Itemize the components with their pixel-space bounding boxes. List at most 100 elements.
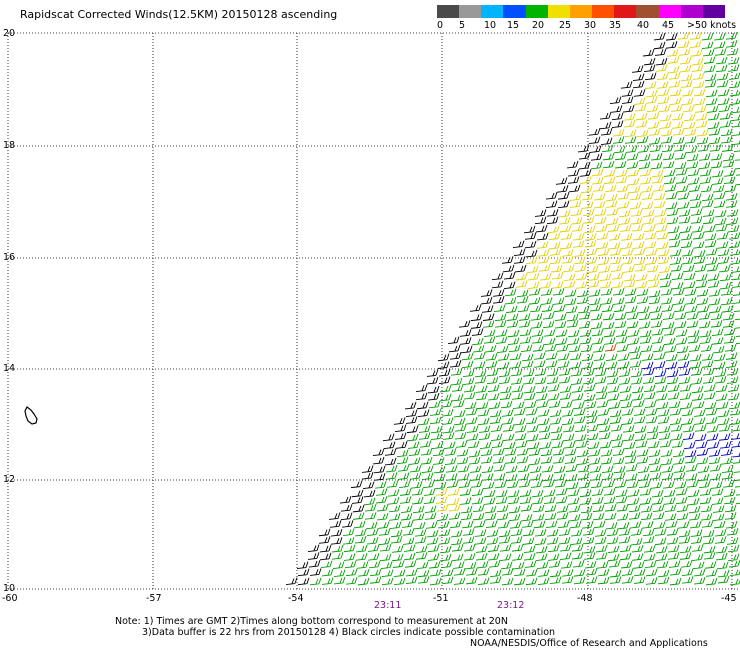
wind-barb [598, 265, 611, 273]
wind-barb [455, 440, 468, 448]
wind-barb [450, 537, 463, 546]
wind-barb [602, 160, 615, 169]
wind-barb [633, 576, 646, 584]
wind-barb [730, 106, 740, 114]
wind-barb [692, 241, 705, 249]
wind-barb [570, 208, 583, 216]
wind-barb [541, 464, 554, 473]
wind-barb [626, 312, 639, 320]
wind-barb [428, 560, 441, 569]
wind-barb [597, 248, 610, 256]
wind-barb [394, 432, 407, 440]
wind-barb [619, 552, 632, 561]
wind-barb [423, 496, 436, 504]
wind-barb [567, 329, 580, 338]
wind-barb [575, 440, 588, 449]
wind-barb [639, 329, 652, 338]
wind-barb [494, 480, 507, 489]
wind-barb [590, 312, 603, 321]
wind-barb [569, 193, 582, 201]
wind-barb [656, 401, 669, 410]
wind-barb [679, 56, 692, 65]
wind-barb [618, 535, 631, 544]
wind-barb [714, 369, 727, 378]
wind-barb [567, 497, 580, 505]
wind-barb [690, 48, 703, 57]
wind-barb [673, 471, 686, 480]
wind-barb [487, 384, 500, 392]
wind-barb [705, 569, 718, 577]
wind-barb [725, 32, 738, 40]
wind-barb [571, 393, 584, 401]
wind-barb [616, 503, 629, 512]
wind-barb [384, 448, 397, 456]
wind-barb [677, 360, 690, 369]
wind-barb [715, 56, 728, 65]
note-line-2: 3)Data buffer is 22 hrs from 20150128 4)… [142, 627, 556, 638]
wind-barb [626, 161, 639, 169]
wind-barb [631, 544, 644, 553]
wind-barb [553, 473, 566, 481]
wind-barb [457, 473, 470, 481]
wind-barb [643, 545, 656, 553]
wind-barb [557, 200, 570, 209]
wind-barb [547, 544, 560, 553]
wind-barb [465, 576, 478, 585]
wind-barb [711, 497, 724, 505]
wind-barb [666, 208, 679, 217]
wind-barb [716, 241, 729, 249]
wind-barb [698, 480, 711, 489]
wind-barb [660, 457, 673, 466]
wind-barb [498, 369, 511, 378]
wind-barb [402, 537, 415, 545]
wind-barb [560, 241, 573, 250]
wind-barb [705, 416, 718, 425]
wind-barb [676, 184, 689, 193]
wind-barb [459, 488, 472, 496]
wind-barb [629, 520, 642, 529]
wind-barb [567, 176, 580, 184]
wind-barb [681, 408, 694, 417]
wind-barb [547, 225, 560, 234]
wind-barb [438, 376, 451, 385]
wind-barb [468, 456, 481, 465]
wind-barb [724, 512, 737, 520]
wind-barb [650, 320, 663, 328]
wind-barb [705, 97, 718, 106]
wind-barb [648, 449, 661, 457]
wind-barb [671, 112, 684, 121]
scale-swatch [702, 5, 726, 18]
wind-barb [697, 473, 710, 482]
lat-label-16: 16 [3, 252, 16, 263]
scale-swatches [437, 5, 726, 18]
wind-barb [470, 480, 483, 488]
wind-barb [623, 273, 636, 282]
wind-barb [600, 448, 613, 457]
wind-barb [693, 256, 706, 264]
wind-barb [667, 56, 680, 64]
wind-barb [689, 360, 702, 369]
wind-barb [558, 375, 571, 384]
wind-barb [503, 441, 516, 450]
wind-barb [699, 168, 712, 177]
wind-barb [686, 320, 699, 328]
wind-barb [536, 232, 549, 241]
wind-barb [702, 48, 715, 57]
wind-barb [516, 455, 529, 464]
wind-barb [645, 257, 658, 265]
wind-barb [469, 304, 482, 312]
wind-barb [687, 168, 700, 177]
wind-barb [723, 176, 736, 185]
wind-barb [704, 561, 717, 569]
wind-barb [634, 264, 647, 272]
wind-barb [541, 473, 554, 482]
wind-barb [675, 487, 688, 496]
wind-barb [612, 128, 625, 137]
wind-barb [364, 512, 377, 520]
wind-barb [444, 448, 457, 456]
wind-barb [635, 273, 648, 282]
wind-barb [679, 545, 692, 554]
wind-barb [663, 497, 676, 505]
wind-barb [709, 472, 722, 481]
wind-barb [488, 560, 501, 568]
